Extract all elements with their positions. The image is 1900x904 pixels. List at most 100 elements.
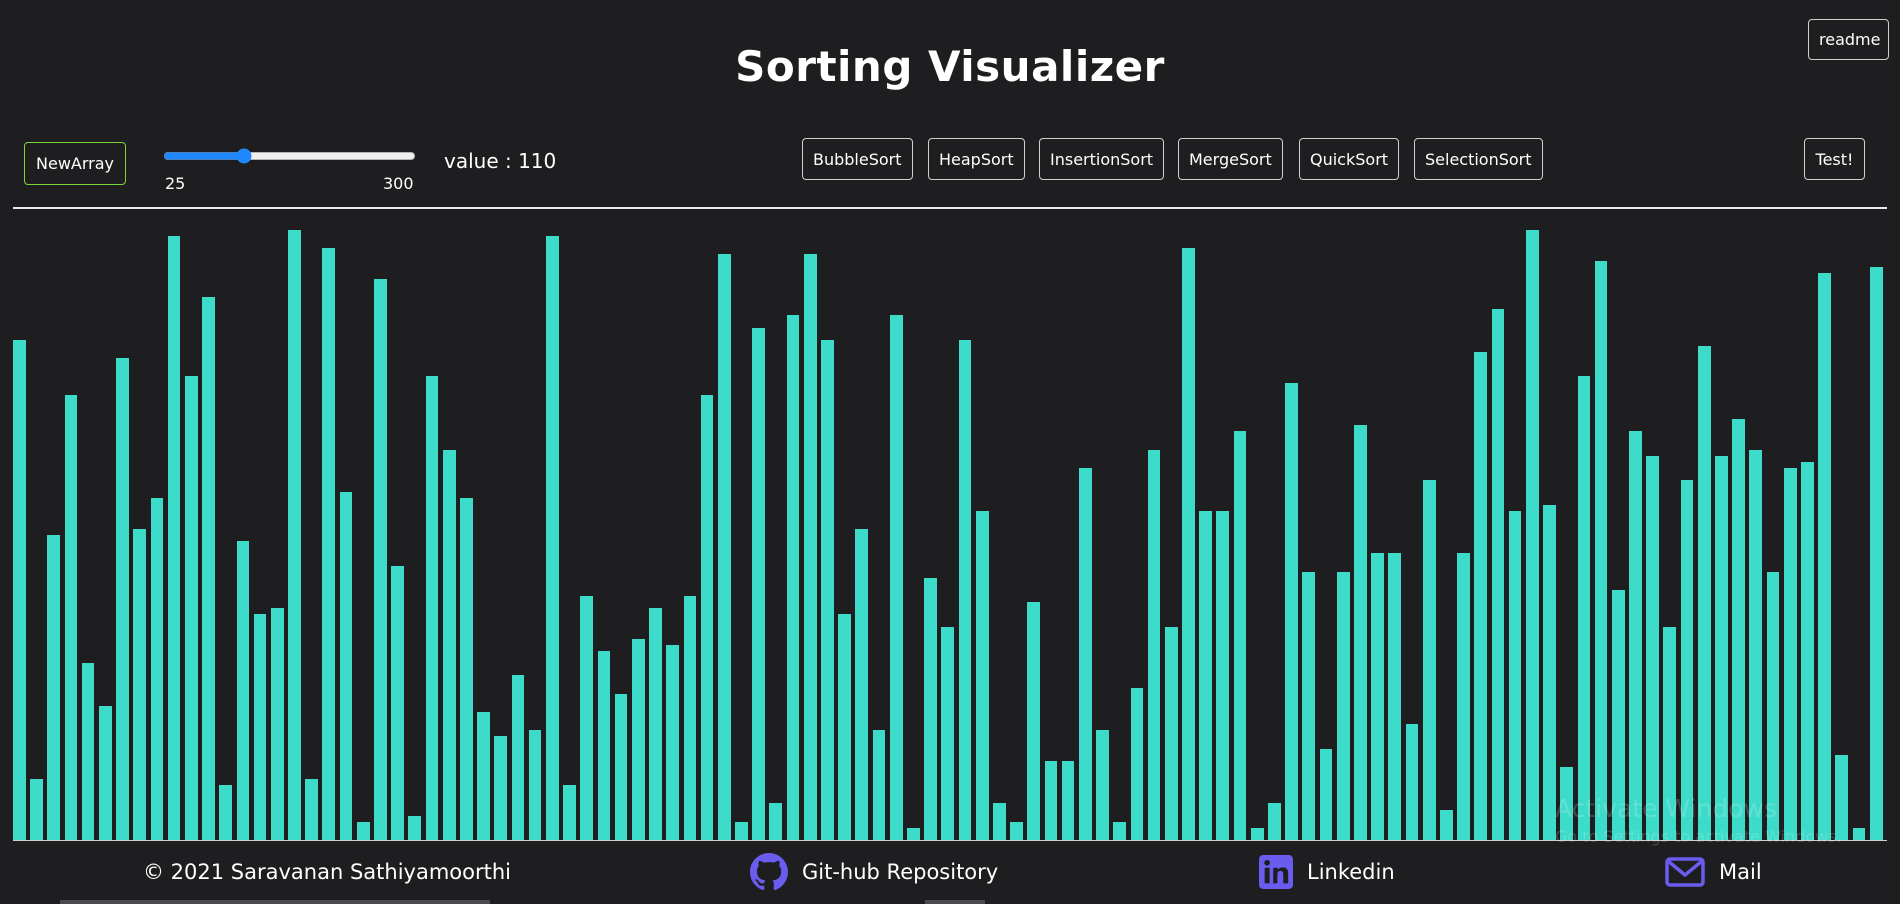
array-bar	[717, 254, 731, 840]
array-bar	[1680, 480, 1694, 840]
array-bar	[1525, 230, 1539, 840]
array-bar	[941, 626, 955, 840]
watermark-line-1: Activate Windows	[1555, 794, 1777, 823]
test-button[interactable]: Test!	[1804, 138, 1865, 180]
array-bar	[1835, 754, 1849, 840]
array-bar	[649, 608, 662, 840]
array-bar	[374, 278, 387, 840]
array-bar	[116, 358, 129, 840]
array-bar	[391, 565, 404, 840]
new-array-button[interactable]: NewArray	[24, 142, 126, 185]
linkedin-link-label: Linkedin	[1307, 860, 1395, 884]
array-bar	[81, 663, 95, 840]
array-bar	[339, 492, 353, 840]
array-bar	[1044, 760, 1058, 840]
array-bar	[30, 779, 43, 840]
array-bar	[1388, 553, 1402, 840]
array-bar	[1594, 260, 1608, 840]
bubble-sort-button[interactable]: BubbleSort	[802, 138, 913, 180]
array-bar	[184, 376, 198, 840]
merge-sort-button[interactable]: MergeSort	[1178, 138, 1283, 180]
array-bar	[408, 815, 422, 840]
array-bar	[253, 614, 267, 840]
array-bar	[786, 315, 800, 840]
array-bar	[889, 315, 903, 840]
array-bars-chart	[13, 220, 1887, 840]
array-bar	[511, 675, 525, 840]
insertion-sort-button[interactable]: InsertionSort	[1039, 138, 1165, 180]
array-bar	[98, 705, 112, 840]
array-bar	[270, 608, 284, 840]
mail-link-label: Mail	[1719, 860, 1762, 884]
array-bar	[1801, 461, 1814, 840]
slider-min-label: 25	[165, 174, 186, 193]
readme-button[interactable]: readme	[1808, 19, 1889, 60]
array-bar	[236, 541, 250, 840]
array-bar	[769, 803, 783, 840]
array-bar	[1027, 602, 1041, 840]
array-bar	[1697, 345, 1711, 840]
array-bar	[1715, 455, 1728, 840]
slider-max-label: 300	[383, 174, 414, 193]
array-size-slider[interactable]	[163, 148, 416, 164]
array-bar	[219, 785, 233, 840]
array-bar	[1783, 467, 1797, 840]
array-bar	[1302, 571, 1316, 840]
array-bar	[1216, 510, 1230, 840]
array-bar	[460, 498, 473, 840]
array-bar	[821, 339, 834, 840]
array-bar	[1818, 272, 1831, 840]
page-title: Sorting Visualizer	[735, 42, 1165, 91]
github-link-label: Git-hub Repository	[802, 860, 999, 884]
array-bar	[803, 254, 817, 840]
array-bar	[735, 821, 748, 840]
heap-sort-button[interactable]: HeapSort	[928, 138, 1025, 180]
array-bar	[631, 638, 645, 840]
array-bar	[1422, 480, 1436, 840]
array-bar	[202, 297, 215, 840]
array-bar	[1646, 455, 1660, 840]
array-bar	[1336, 571, 1350, 840]
watermark-line-2: Go to Settings to activate Windows.	[1555, 827, 1842, 846]
horizontal-scrollbar-segment[interactable]	[925, 900, 985, 904]
linkedin-link[interactable]: Linkedin	[1259, 855, 1395, 889]
quick-sort-button[interactable]: QuickSort	[1299, 138, 1400, 180]
array-bar	[683, 596, 697, 840]
array-bar	[1010, 821, 1023, 840]
array-bar	[666, 644, 680, 840]
github-link[interactable]: Git-hub Repository	[750, 853, 999, 891]
slider-value-readout: value : 110	[444, 149, 557, 173]
array-bar	[580, 596, 594, 840]
selection-sort-button[interactable]: SelectionSort	[1414, 138, 1543, 180]
array-bar	[1508, 510, 1522, 840]
array-bar	[133, 528, 147, 840]
array-bar	[167, 236, 181, 840]
array-bar	[700, 394, 714, 840]
windows-activation-watermark: Activate Windows Go to Settings to activ…	[1555, 794, 1842, 846]
array-bar	[855, 528, 869, 840]
array-bar	[425, 376, 439, 840]
array-bar	[47, 535, 61, 840]
array-bar	[1096, 730, 1109, 840]
array-bar	[597, 650, 611, 840]
horizontal-scrollbar-thumb[interactable]	[60, 900, 490, 904]
array-bar	[494, 736, 508, 840]
array-bar	[614, 693, 628, 840]
array-bar	[992, 803, 1006, 840]
array-bar	[1577, 376, 1591, 840]
array-bar	[1199, 510, 1212, 840]
array-bar	[838, 614, 851, 840]
array-bar	[477, 711, 490, 840]
array-bar	[1078, 467, 1092, 840]
array-bar	[1250, 827, 1264, 840]
array-bar	[1130, 687, 1144, 840]
array-bar	[1732, 419, 1745, 840]
array-bar	[1560, 766, 1574, 840]
array-bar	[528, 730, 542, 840]
array-bar	[1182, 248, 1195, 840]
array-bar	[288, 230, 301, 840]
array-bar	[1147, 449, 1161, 840]
mail-link[interactable]: Mail	[1665, 856, 1762, 888]
array-bar	[924, 577, 937, 840]
